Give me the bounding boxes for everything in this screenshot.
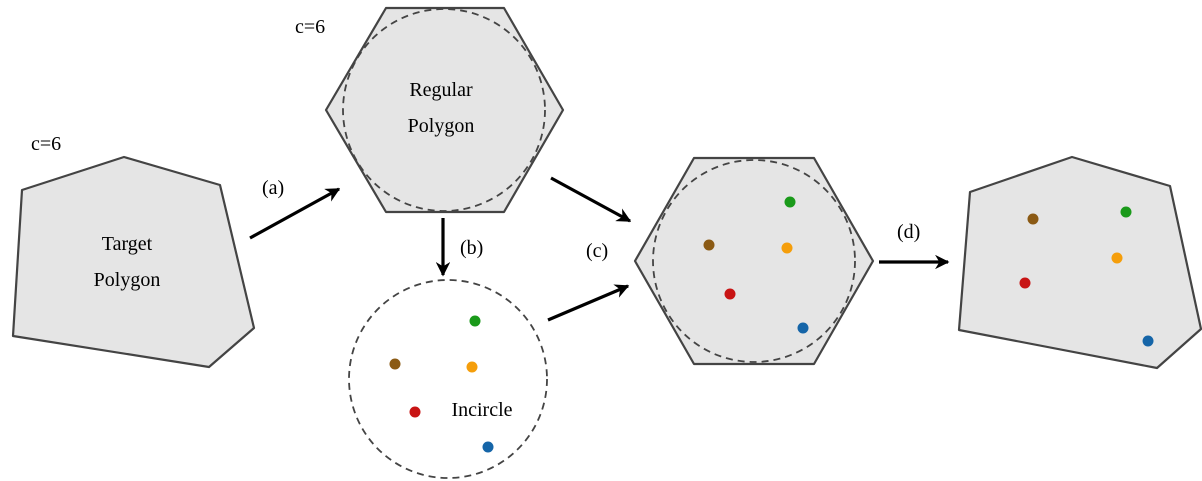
arrow-a xyxy=(249,187,341,240)
incircle-point-green xyxy=(469,315,481,327)
step-c-label: (c) xyxy=(586,240,608,262)
target-polygon-label-line2: Polygon xyxy=(94,269,161,291)
target-polygon-group: Target Polygon c=6 xyxy=(11,133,256,369)
regular-polygon-group: Regular Polygon c=6 xyxy=(295,6,565,214)
regular-polygon-label-line1: Regular xyxy=(409,79,473,101)
regular-c-label: c=6 xyxy=(295,16,325,38)
step-b-label: (b) xyxy=(460,237,483,259)
hexagon-point-brown xyxy=(703,239,715,251)
target-polygon-label-line1: Target xyxy=(102,233,153,255)
final-point-orange xyxy=(1111,252,1123,264)
step-a-label: (a) xyxy=(262,177,284,199)
hexagon-point-orange xyxy=(781,242,793,254)
hexagon-point-green xyxy=(784,196,796,208)
incircle-point-red xyxy=(409,406,421,418)
arrow-c xyxy=(547,284,630,322)
mapped-hexagon-incircle xyxy=(652,159,856,363)
incircle-point-brown xyxy=(389,358,401,370)
final-polygon xyxy=(957,155,1202,370)
arrows xyxy=(249,176,950,322)
hexagon-point-red xyxy=(724,288,736,300)
incircle-label: Incircle xyxy=(451,399,512,421)
regular-polygon-label-line2: Polygon xyxy=(408,115,475,137)
hexagon-point-blue xyxy=(797,322,809,334)
mapped-hexagon xyxy=(633,156,875,366)
target-polygon xyxy=(11,155,256,369)
step-d-label: (d) xyxy=(897,221,920,243)
final-point-red xyxy=(1019,277,1031,289)
final-point-green xyxy=(1120,206,1132,218)
incircle-point-blue xyxy=(482,441,494,453)
mapped-hexagon-group xyxy=(633,156,875,366)
final-point-blue xyxy=(1142,335,1154,347)
incircle-point-orange xyxy=(466,361,478,373)
regular-polygon xyxy=(324,6,565,214)
final-point-brown xyxy=(1027,213,1039,225)
arrow-to-hexagon-top xyxy=(550,176,632,223)
final-polygon-group xyxy=(957,155,1202,370)
target-c-label: c=6 xyxy=(31,133,61,155)
incircle-shape xyxy=(348,279,548,479)
regular-polygon-incircle xyxy=(342,8,546,212)
incircle-group: Incircle xyxy=(348,279,548,479)
